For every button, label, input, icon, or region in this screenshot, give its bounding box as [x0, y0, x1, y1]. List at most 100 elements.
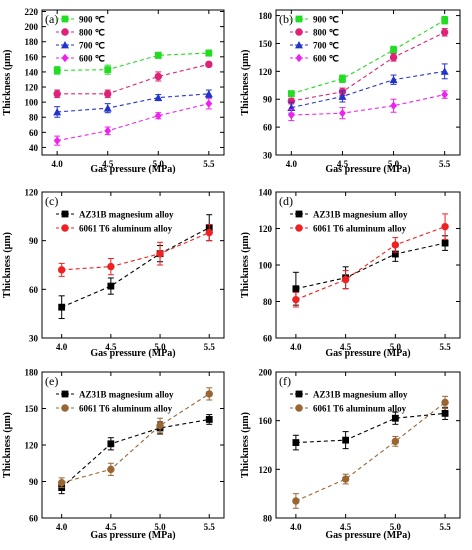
data-point: [104, 126, 112, 136]
data-point: [154, 93, 163, 102]
legend-label: AZ31B magnesium alloy: [313, 390, 408, 400]
data-point: [390, 46, 397, 54]
data-point: [389, 75, 398, 84]
series-600: [287, 90, 449, 122]
legend-marker: [61, 28, 69, 36]
y-tick-label: 140: [259, 188, 273, 198]
legend-label: 6061 T6 aluminum alloy: [79, 224, 173, 234]
y-tick-label: 80: [29, 113, 39, 123]
data-point: [441, 409, 449, 417]
legend-marker: [61, 53, 69, 63]
data-point: [107, 465, 115, 474]
legend-marker: [295, 224, 303, 232]
x-tick-label: 4.0: [56, 342, 68, 352]
series-line: [61, 227, 210, 308]
legend: AZ31B magnesium alloy 6061 T6 aluminum al…: [56, 210, 174, 234]
series-6061-t6-aluminum-alloy: [57, 223, 213, 277]
data-point: [391, 414, 399, 422]
series-line: [57, 52, 209, 71]
x-tick-label: 4.5: [102, 159, 114, 169]
y-tick-label: 120: [259, 67, 273, 77]
legend: 900 ℃ 800 ℃ 700 ℃ 600 ℃: [290, 15, 339, 64]
legend-label: 600 ℃: [79, 54, 105, 64]
y-axis-title: Thickness (μm): [2, 412, 13, 478]
legend-label: 6061 T6 aluminum alloy: [313, 224, 407, 234]
data-point: [441, 90, 449, 99]
y-tick-label: 140: [25, 67, 39, 77]
x-axis-title: Gas pressure (MPa): [90, 348, 175, 359]
legend: AZ31B magnesium alloy 6061 T6 aluminum al…: [290, 210, 408, 234]
panel-label: (b): [279, 12, 293, 26]
data-point: [440, 28, 449, 37]
y-tick-label: 160: [25, 52, 39, 62]
panel-label: (e): [45, 374, 58, 388]
data-point: [440, 67, 449, 75]
legend-label: 700 ℃: [313, 41, 339, 51]
series-line: [61, 418, 210, 488]
data-point: [441, 16, 449, 24]
x-tick-label: 5.0: [388, 159, 400, 169]
series-az31b-magnesium-alloy: [292, 406, 449, 451]
x-tick-label: 5.0: [390, 522, 402, 532]
y-tick-label: 60: [263, 123, 273, 133]
legend-label: 700 ℃: [79, 41, 105, 51]
y-tick-label: 60: [263, 334, 273, 344]
series-600: [53, 97, 213, 146]
legend-marker: [295, 404, 303, 412]
data-point: [205, 416, 213, 423]
legend-marker: [295, 15, 303, 23]
data-point: [391, 241, 400, 249]
legend-label: 600 ℃: [313, 54, 339, 64]
y-tick-label: 220: [25, 7, 39, 17]
series-line: [291, 94, 445, 116]
data-point: [104, 90, 112, 98]
panel-a: (a) 40 60 80 100 120 140 160 180 200 220 4.0 4.5 5.0 5…: [2, 7, 225, 175]
x-tick-label: 5.0: [154, 522, 166, 532]
x-tick-label: 4.0: [56, 522, 68, 532]
y-tick-label: 100: [25, 98, 39, 108]
data-point: [107, 282, 115, 290]
data-point: [339, 108, 346, 118]
legend-marker: [61, 224, 69, 232]
y-tick-label: 120: [25, 83, 39, 93]
x-tick-label: 5.5: [204, 342, 216, 352]
data-point: [389, 53, 398, 62]
legend-label: AZ31B magnesium alloy: [79, 210, 174, 220]
x-tick-label: 4.5: [340, 522, 352, 532]
y-tick-label: 180: [25, 368, 39, 378]
y-tick-label: 150: [25, 404, 39, 414]
y-tick-label: 30: [29, 334, 39, 344]
data-point: [287, 110, 295, 120]
series-line: [295, 226, 446, 301]
y-tick-label: 40: [29, 143, 39, 153]
data-point: [441, 222, 449, 231]
x-axis-title: Gas pressure (MPa): [325, 530, 410, 541]
data-point: [103, 104, 112, 112]
series-line: [57, 103, 209, 142]
panel-c: (c) 30 60 90 120 4.0 4.5 5.0 5.5 Gas pressure (MP…: [2, 188, 225, 359]
legend-marker: [61, 41, 69, 49]
series-az31b-magnesium-alloy: [58, 414, 213, 495]
legend-label: 6061 T6 aluminum alloy: [79, 404, 173, 414]
data-point: [57, 266, 66, 274]
data-point: [57, 479, 66, 487]
data-point: [341, 475, 350, 483]
panel-label: (d): [279, 194, 293, 208]
x-axis-title: Gas pressure (MPa): [325, 164, 410, 175]
legend-label: 900 ℃: [79, 15, 105, 25]
x-tick-label: 4.0: [290, 342, 302, 352]
data-point: [441, 239, 449, 247]
series-line: [295, 401, 446, 502]
x-tick-label: 5.5: [203, 159, 215, 169]
series-line: [295, 242, 446, 290]
x-tick-label: 5.0: [390, 342, 402, 352]
data-point: [107, 440, 115, 448]
legend-marker: [295, 41, 303, 49]
data-point: [156, 421, 164, 430]
legend-marker: [295, 210, 303, 218]
data-point: [292, 497, 300, 505]
y-tick-label: 200: [259, 368, 273, 378]
data-point: [156, 249, 164, 258]
y-tick-label: 60: [29, 514, 39, 524]
data-point: [338, 92, 347, 100]
